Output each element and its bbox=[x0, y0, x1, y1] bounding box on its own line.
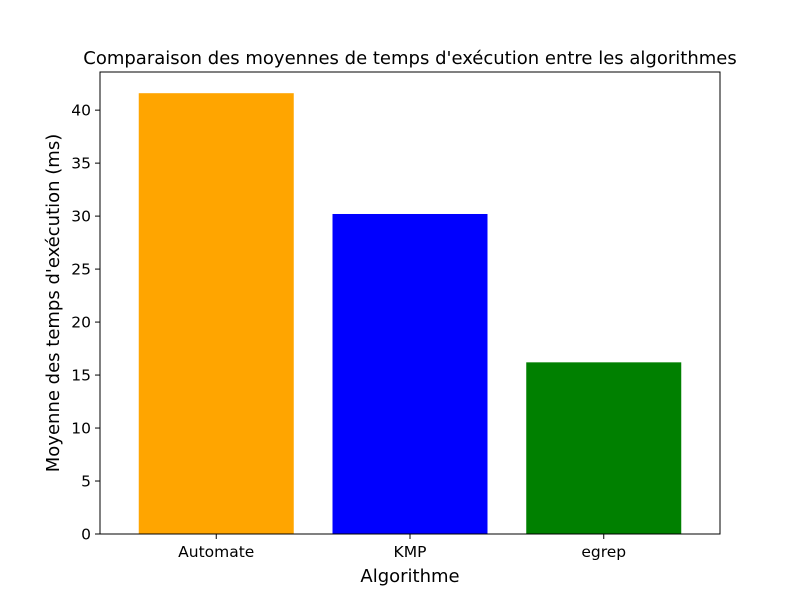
bar-kmp bbox=[332, 213, 488, 534]
y-tick-label: 35 bbox=[71, 155, 91, 173]
y-tick-label: 15 bbox=[71, 367, 91, 385]
chart-title: Comparaison des moyennes de temps d'exéc… bbox=[83, 48, 736, 69]
bar-automate bbox=[138, 93, 294, 534]
y-axis-label: Moyenne des temps d'exécution (ms) bbox=[43, 134, 64, 472]
y-tick-label: 20 bbox=[71, 314, 91, 332]
y-axis-ticks: 0 5 10 15 20 25 30 35 40 bbox=[71, 102, 100, 544]
y-tick-label: 30 bbox=[71, 208, 91, 226]
y-tick-label: 40 bbox=[71, 102, 91, 120]
y-tick-label: 10 bbox=[71, 420, 91, 438]
y-tick-label: 5 bbox=[81, 473, 91, 491]
x-tick-label: egrep bbox=[581, 543, 626, 561]
x-axis-ticks: Automate KMP egrep bbox=[178, 534, 626, 561]
x-tick-label: Automate bbox=[178, 543, 254, 561]
y-tick-label: 25 bbox=[71, 261, 91, 279]
y-tick-label: 0 bbox=[81, 526, 91, 544]
bars-group bbox=[138, 93, 682, 534]
x-axis-label: Algorithme bbox=[360, 566, 459, 587]
bar-egrep bbox=[526, 362, 682, 534]
x-tick-label: KMP bbox=[394, 543, 427, 561]
